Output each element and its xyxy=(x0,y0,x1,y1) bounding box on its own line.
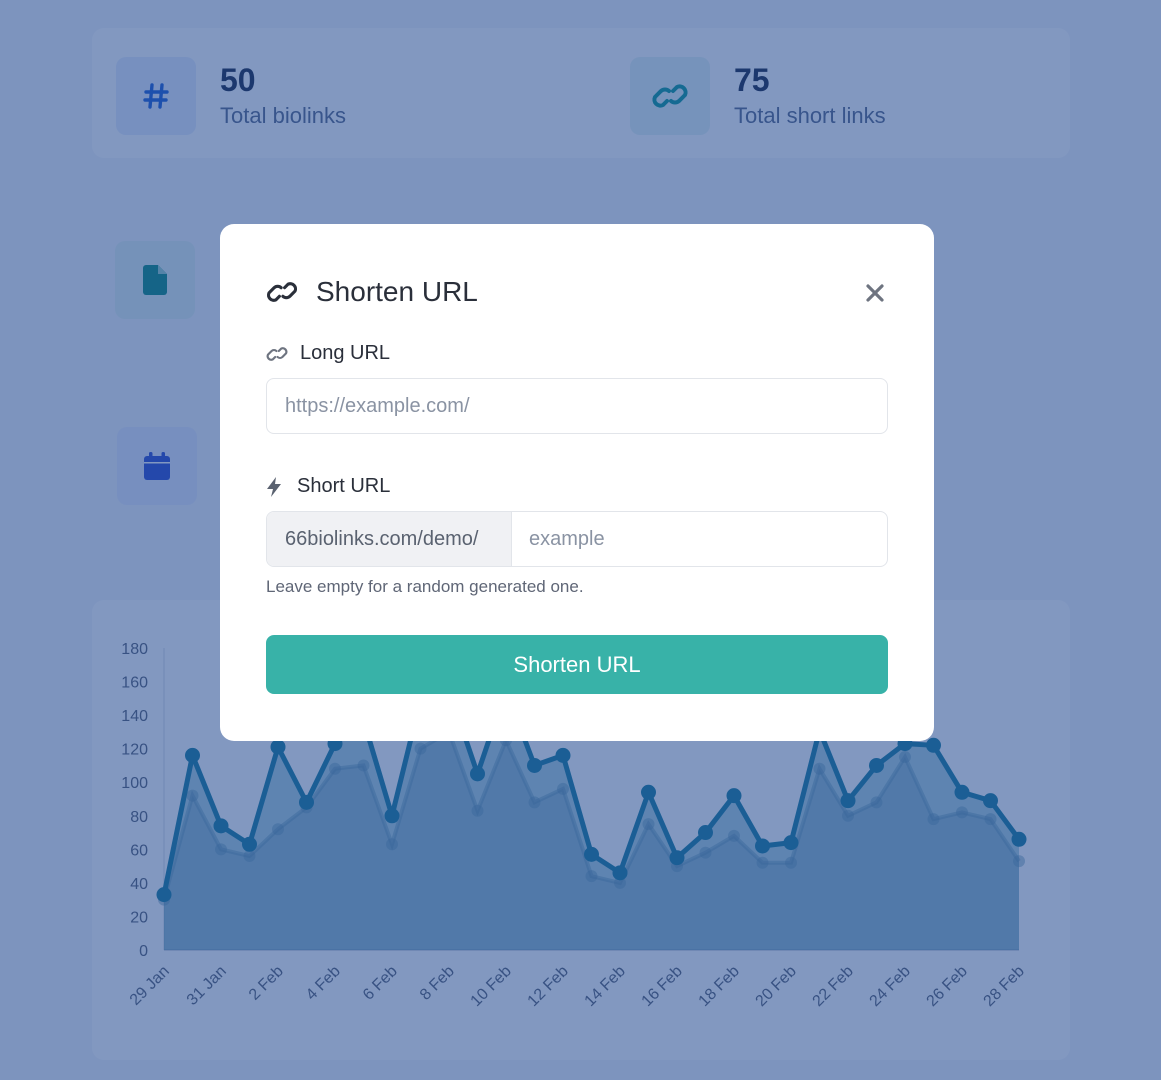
long-url-label: Long URL xyxy=(266,342,390,365)
short-url-label: Short URL xyxy=(266,475,390,498)
short-url-prefix: 66biolinks.com/demo/ xyxy=(267,512,512,566)
short-url-input-group: 66biolinks.com/demo/ example xyxy=(266,511,888,567)
long-url-label-text: Long URL xyxy=(300,342,391,364)
long-url-placeholder: https://example.com/ xyxy=(285,394,470,417)
shorten-url-modal: Shorten URL Long URL https://example.com… xyxy=(220,224,934,741)
short-url-placeholder: example xyxy=(529,527,605,550)
short-url-label-text: Short URL xyxy=(297,475,391,497)
bolt-icon xyxy=(267,476,281,497)
short-url-input[interactable]: example xyxy=(512,512,887,566)
short-url-help-text: Leave empty for a random generated one. xyxy=(266,577,584,596)
close-icon xyxy=(866,284,884,302)
link-icon xyxy=(266,346,288,361)
modal-header: Shorten URL xyxy=(266,274,888,310)
link-icon xyxy=(266,282,298,302)
shorten-url-button[interactable]: Shorten URL xyxy=(266,635,888,694)
long-url-input[interactable]: https://example.com/ xyxy=(266,378,888,434)
modal-title: Shorten URL xyxy=(316,276,478,307)
close-button[interactable] xyxy=(862,280,888,306)
